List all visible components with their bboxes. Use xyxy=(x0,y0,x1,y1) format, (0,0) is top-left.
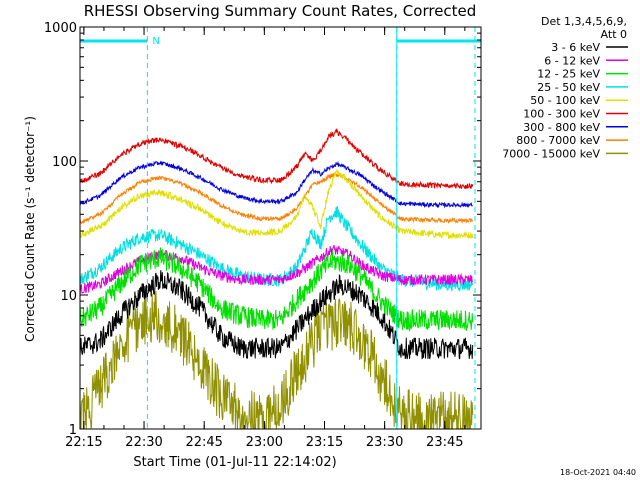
series-line-300-800-kev-kev xyxy=(79,160,474,209)
y-tick-label-2: 100 xyxy=(52,155,77,170)
x-tick-label-6: 23:45 xyxy=(426,435,463,450)
legend-label-800-7000-kev-kev: 800 - 7000 keV xyxy=(516,134,600,147)
y-tick-label-3: 1000 xyxy=(44,21,77,36)
x-axis-label: Start Time (01-Jul-11 22:14:02) xyxy=(133,455,336,470)
generation-timestamp: 18-Oct-2021 04:40 xyxy=(560,468,636,477)
series-line-800-7000-kev-kev xyxy=(79,172,474,225)
x-tick-label-4: 23:15 xyxy=(306,435,343,450)
annotation-layer: N xyxy=(80,27,481,429)
x-tick-label-1: 22:30 xyxy=(125,435,162,450)
series-layer xyxy=(79,128,474,431)
series-line-50-100-kev-kev xyxy=(79,169,474,240)
x-tick-label-0: 22:15 xyxy=(65,435,102,450)
legend-label-6-12-kev-kev: 6 - 12 keV xyxy=(544,54,600,67)
legend-label-7000-15000-kev-kev: 7000 - 15000 keV xyxy=(502,147,600,160)
series-line-3-6-kev-kev xyxy=(79,270,474,360)
legend-label-12-25-kev-kev: 12 - 25 keV xyxy=(537,68,600,81)
y-tick-label-0: 1 xyxy=(69,423,77,438)
x-tick-label-2: 22:45 xyxy=(185,435,222,450)
legend-label-100-300-kev-kev: 100 - 300 keV xyxy=(523,108,600,121)
legend-label-300-800-kev-kev: 300 - 800 keV xyxy=(523,121,600,134)
legend-label-50-100-kev-kev: 50 - 100 keV xyxy=(530,94,600,107)
x-tick-label-5: 23:30 xyxy=(366,435,403,450)
x-tick-label-3: 23:00 xyxy=(246,435,283,450)
legend-detector-line: Det 1,3,4,5,6,9, xyxy=(541,15,627,28)
legend-attenuator-line: Att 0 xyxy=(601,28,627,41)
night-flag-label: N xyxy=(152,36,159,47)
legend-label-3-6-kev-kev: 3 - 6 keV xyxy=(551,41,600,54)
ticks-layer: 22:15 22:30 22:45 23:00 23:15 23:30 23:45 1 10 10… xyxy=(44,21,481,450)
y-tick-label-1: 10 xyxy=(60,289,77,304)
legend-label-25-50-kev-kev: 25 - 50 keV xyxy=(537,81,600,94)
series-line-12-25-kev-kev xyxy=(79,247,474,333)
series-line-100-300-kev-kev xyxy=(79,128,474,190)
y-axis-label: Corrected Count Rate (s⁻¹ detector⁻¹) xyxy=(23,116,37,342)
plot-frame xyxy=(79,26,482,430)
chart-title: RHESSI Observing Summary Count Rates, Co… xyxy=(84,2,477,20)
